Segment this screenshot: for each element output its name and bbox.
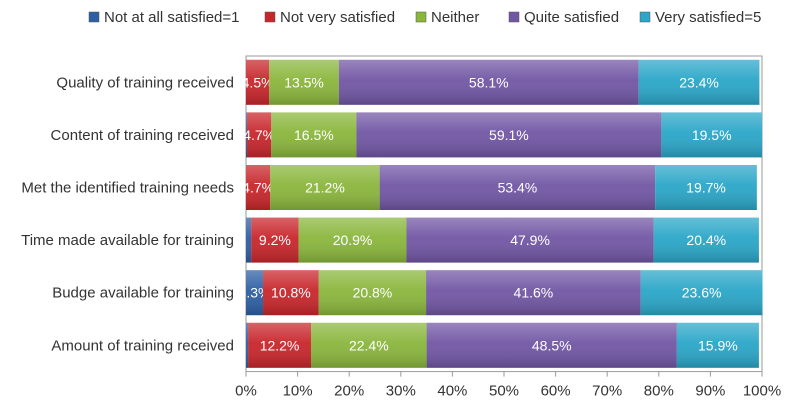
bar-segment-shade (318, 270, 427, 316)
data-label: 53.4% (498, 180, 538, 196)
category-label: Amount of training received (51, 337, 234, 354)
data-label: 9.2% (259, 232, 291, 248)
data-label: 23.6% (682, 285, 722, 301)
data-label: 15.9% (698, 337, 738, 353)
data-label: 59.1% (489, 127, 529, 143)
legend-swatch (508, 11, 520, 23)
x-tick-label: 50% (489, 383, 519, 400)
data-label: 4.7% (243, 127, 275, 143)
data-label: 19.5% (692, 127, 732, 143)
bar-segment-shade (246, 112, 248, 158)
bar-segment-shade (298, 217, 407, 263)
bar-segment-shade (246, 59, 270, 105)
legend: Not at all satisfied=1 Not very satisfied… (88, 9, 761, 26)
legend-label: Quite satisfied (524, 9, 619, 26)
bar-segment-shade (640, 270, 763, 316)
bar-segment-shade (246, 322, 249, 368)
data-label: 48.5% (532, 337, 572, 353)
data-label: 20.8% (353, 285, 393, 301)
x-tick-label: 90% (695, 383, 725, 400)
legend-swatch (88, 11, 100, 23)
bar-segment-shade (247, 112, 272, 158)
data-label: 3.3% (239, 285, 271, 301)
legend-swatch (264, 11, 276, 23)
data-label: 20.4% (686, 232, 726, 248)
bar-segment-shade (246, 165, 271, 210)
bar-segment-shade (251, 217, 299, 263)
x-tick-label: 100% (743, 383, 781, 400)
data-label: 10.8% (271, 285, 311, 301)
data-label: 22.4% (349, 337, 389, 353)
bar-segment-shade (426, 270, 641, 316)
data-label: 12.2% (260, 337, 300, 353)
plot-area: Quality of training received 4.5% 13.5% 58.… (21, 55, 781, 400)
data-label: 41.6% (514, 285, 554, 301)
data-label: 16.5% (294, 127, 334, 143)
bar-segment-shade (271, 112, 357, 158)
legend-label: Neither (431, 9, 479, 26)
data-label: 47.9% (510, 232, 550, 248)
x-tick-label: 60% (541, 383, 571, 400)
data-label: 20.9% (333, 232, 373, 248)
x-tick-label: 40% (437, 383, 467, 400)
x-tick-label: 30% (386, 383, 416, 400)
bar-segment-shade (338, 59, 639, 105)
bar-segment-shade (379, 165, 656, 210)
bar-segment-shade (248, 322, 312, 368)
x-tick-label: 70% (592, 383, 622, 400)
bar-segment-shade (311, 322, 427, 368)
category-label: Quality of training received (56, 74, 234, 91)
data-label: 23.4% (679, 74, 719, 90)
bar-segment-shade (661, 112, 762, 158)
category-label: Met the identified training needs (21, 180, 234, 197)
bar-segment-shade (263, 270, 319, 316)
category-label: Content of training received (51, 127, 234, 144)
legend-swatch (415, 11, 427, 23)
bar-segment-shade (655, 165, 757, 210)
bar-segment-shade (246, 217, 252, 263)
data-label: 4.7% (242, 180, 274, 196)
data-label: 19.7% (686, 180, 726, 196)
data-label: 13.5% (284, 74, 324, 90)
bar-segment-shade (406, 217, 654, 263)
legend-swatch (639, 11, 651, 23)
legend-label: Not at all satisfied=1 (104, 9, 240, 26)
bar-segment-shade (426, 322, 677, 368)
x-tick-label: 80% (644, 383, 674, 400)
bar-segment-shade (676, 322, 759, 368)
x-tick-label: 10% (283, 383, 313, 400)
bar-segment-shade (270, 165, 380, 210)
legend-label: Very satisfied=5 (655, 9, 761, 26)
category-label: Budge available for training (52, 285, 234, 302)
data-label: 21.2% (305, 180, 345, 196)
category-label: Time made available for training (21, 232, 234, 249)
bar-segment-shade (638, 59, 760, 105)
legend-label: Not very satisfied (280, 9, 395, 26)
data-label: 58.1% (469, 74, 509, 90)
bar-segment-shade (653, 217, 759, 263)
x-tick-label: 20% (334, 383, 364, 400)
bar-segment-shade (269, 59, 339, 105)
data-label: 4.5% (242, 74, 274, 90)
bar-segment-shade (246, 270, 264, 316)
x-tick-label: 0% (235, 383, 257, 400)
bar-segment-shade (356, 112, 662, 158)
